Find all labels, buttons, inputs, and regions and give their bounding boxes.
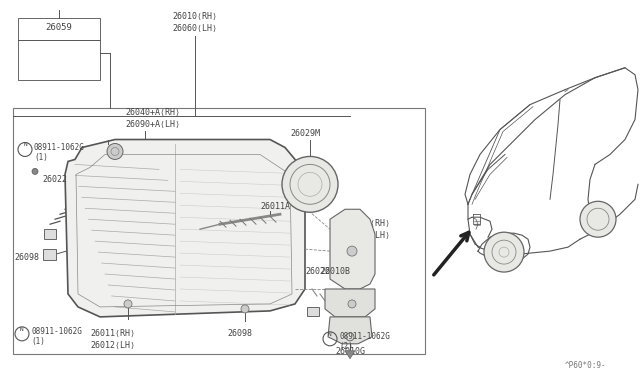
Text: N: N bbox=[20, 327, 24, 332]
Text: 26011⟨RH⟩: 26011⟨RH⟩ bbox=[90, 329, 135, 338]
Text: 26022: 26022 bbox=[305, 267, 330, 276]
Text: 08911-1062G: 08911-1062G bbox=[34, 143, 85, 152]
Text: 26040+A⟨RH⟩: 26040+A⟨RH⟩ bbox=[125, 108, 180, 117]
Text: N: N bbox=[328, 332, 332, 337]
Circle shape bbox=[484, 232, 524, 272]
Bar bbox=[43, 249, 56, 260]
Circle shape bbox=[580, 201, 616, 237]
Text: (1): (1) bbox=[34, 153, 48, 162]
Polygon shape bbox=[65, 140, 305, 317]
Bar bbox=[44, 229, 56, 239]
Circle shape bbox=[32, 169, 38, 174]
Text: 26010B: 26010B bbox=[320, 267, 350, 276]
Circle shape bbox=[347, 246, 357, 256]
Polygon shape bbox=[330, 209, 375, 289]
Circle shape bbox=[124, 300, 132, 308]
Text: 26090+A⟨LH⟩: 26090+A⟨LH⟩ bbox=[125, 119, 180, 129]
Text: 26011A: 26011A bbox=[260, 202, 290, 211]
Bar bbox=[18, 18, 100, 80]
Text: 26098: 26098 bbox=[227, 329, 253, 338]
Text: 26040⟨RH⟩: 26040⟨RH⟩ bbox=[345, 219, 390, 228]
Text: (2): (2) bbox=[339, 342, 353, 351]
Circle shape bbox=[282, 157, 338, 212]
Text: 26098: 26098 bbox=[14, 253, 39, 262]
Text: 08911-1062G: 08911-1062G bbox=[339, 332, 390, 341]
Text: 26060⟨LH⟩: 26060⟨LH⟩ bbox=[173, 24, 218, 33]
Text: 26059: 26059 bbox=[45, 23, 72, 32]
Text: 26022: 26022 bbox=[42, 175, 67, 184]
Text: 26090⟨LH⟩: 26090⟨LH⟩ bbox=[345, 231, 390, 240]
Polygon shape bbox=[345, 351, 355, 359]
Polygon shape bbox=[328, 317, 372, 344]
Text: 26012⟨LH⟩: 26012⟨LH⟩ bbox=[90, 341, 135, 350]
Text: 26010⟨RH⟩: 26010⟨RH⟩ bbox=[173, 12, 218, 21]
Circle shape bbox=[241, 305, 249, 313]
Bar bbox=[13, 108, 425, 354]
Text: 26029M: 26029M bbox=[290, 128, 320, 138]
Text: 08911-1062G: 08911-1062G bbox=[31, 327, 82, 336]
Circle shape bbox=[348, 300, 356, 308]
Bar bbox=[307, 307, 319, 316]
Polygon shape bbox=[325, 289, 375, 317]
Text: (1): (1) bbox=[31, 337, 45, 346]
Text: 26010G: 26010G bbox=[335, 347, 365, 356]
Text: ^P60*0:9-: ^P60*0:9- bbox=[565, 361, 607, 370]
Circle shape bbox=[107, 144, 123, 160]
Text: N: N bbox=[23, 142, 27, 147]
